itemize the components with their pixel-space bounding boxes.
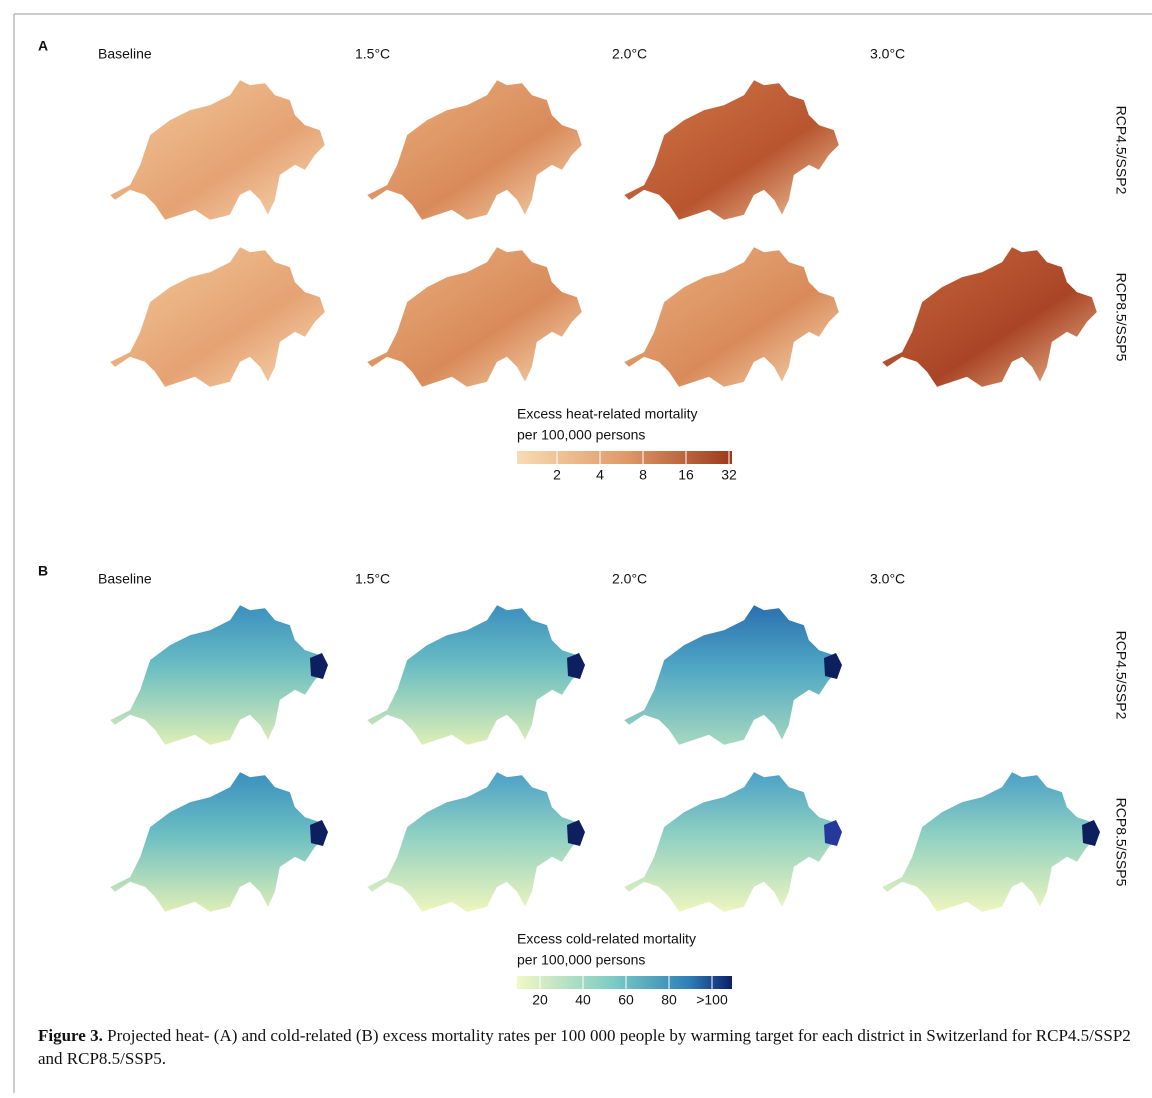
caption-label: Figure 3. [38,1026,103,1045]
legend-tick-label: 20 [532,992,548,1008]
page: A Baseline 1.5°C 2.0°C 3.0°C RCP4.5/SSP2 RCP8.… [0,0,1152,1093]
legend-tick-label: 16 [678,467,694,483]
map [110,605,325,745]
map-region [567,653,585,679]
column-header: Baseline [98,571,152,587]
map [624,80,839,220]
legend-title: per 100,000 persons [517,952,645,968]
map [110,80,325,220]
map [624,605,839,745]
legend-tick-label: >100 [696,992,728,1008]
map [110,772,325,912]
column-header: Baseline [98,46,152,62]
legend-tick-label: 32 [721,467,737,483]
map [624,247,839,387]
legend-tick-label: 60 [618,992,634,1008]
map-region [824,820,842,846]
legend-bar [517,976,732,989]
legend-tick-label: 2 [553,467,561,483]
map [110,247,325,387]
map [882,772,1097,912]
legend-tick-label: 40 [575,992,591,1008]
legend-tick-label: 80 [661,992,677,1008]
caption: Figure 3. Projected heat- (A) and cold-r… [38,1024,1138,1070]
column-header: 2.0°C [612,46,647,62]
row-label: RCP8.5/SSP5 [1113,798,1129,887]
figure: A Baseline 1.5°C 2.0°C 3.0°C RCP4.5/SSP2 RCP8.… [0,0,1152,1093]
map [367,247,582,387]
map [367,772,582,912]
map [624,772,839,912]
legend-bar [517,451,732,464]
map [367,605,582,745]
legend-tick-label: 4 [596,467,604,483]
map-region [824,653,842,679]
column-header: 1.5°C [355,46,390,62]
map [882,247,1097,387]
map-region [567,820,585,846]
legend-title: Excess cold-related mortality [517,931,696,947]
column-header: 1.5°C [355,571,390,587]
legend-title: Excess heat-related mortality [517,406,698,422]
row-label: RCP4.5/SSP2 [1113,631,1129,720]
map-region [310,653,328,679]
map [367,80,582,220]
row-label: RCP8.5/SSP5 [1113,273,1129,362]
map-region [1082,820,1100,846]
column-header: 3.0°C [870,571,905,587]
legend-tick-label: 8 [639,467,647,483]
row-label: RCP4.5/SSP2 [1113,106,1129,195]
legend-title: per 100,000 persons [517,427,645,443]
column-header: 3.0°C [870,46,905,62]
panel-label: B [38,563,48,579]
panel-label: A [38,38,48,54]
column-header: 2.0°C [612,571,647,587]
caption-text: Projected heat- (A) and cold-related (B)… [38,1026,1131,1068]
map-region [310,820,328,846]
